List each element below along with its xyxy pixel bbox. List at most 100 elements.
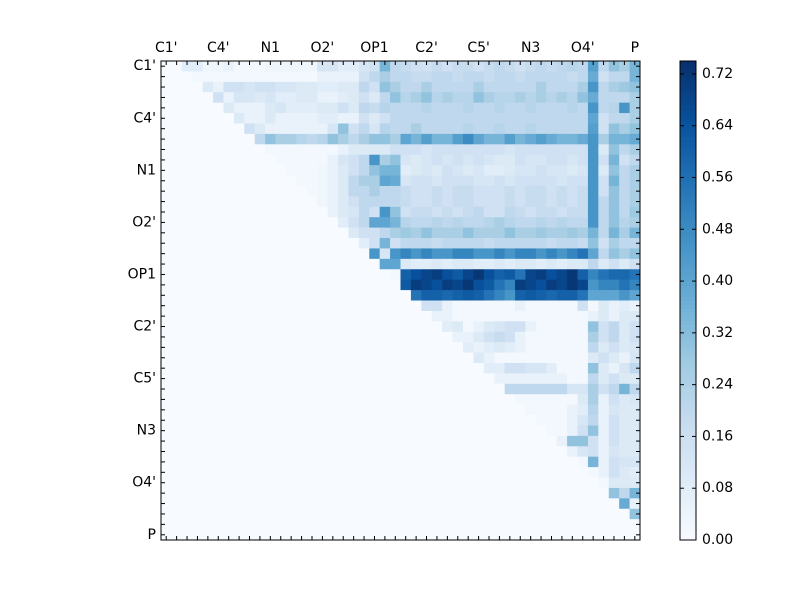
heat-cell [556,92,568,104]
heat-cell [202,352,214,364]
heat-cell [400,467,412,478]
heat-cell [410,529,422,541]
heat-cell [494,71,506,83]
heat-cell [619,71,630,83]
heat-cell [567,102,578,114]
heat-cell [410,394,422,406]
heat-cell [348,300,360,312]
heat-cell [515,217,526,229]
heat-cell [535,383,547,395]
heat-cell [587,290,599,301]
heat-cell [535,519,547,530]
heat-cell [192,81,204,93]
heat-cell [421,196,433,208]
heat-cell [473,92,485,104]
heat-cell [452,71,464,83]
heat-cell [213,394,224,406]
colorbar-swatch [680,424,696,429]
heat-cell [317,435,329,447]
heat-cell [213,185,224,197]
heat-cell [587,404,599,416]
heat-cell [421,269,433,281]
heat-cell [442,133,453,145]
heat-cell [629,227,641,239]
heat-cell [296,508,308,520]
colorbar-swatch [680,472,696,477]
heat-cell [577,415,589,426]
heat-cell [171,342,183,353]
heat-cell [244,467,256,478]
heat-cell [587,217,599,229]
heat-cell [275,196,287,208]
heat-cell [462,196,474,208]
heat-cell [494,206,506,218]
heat-cell [452,133,464,145]
colorbar-swatch [680,100,696,106]
heat-cell [421,477,433,489]
heat-cell [348,71,360,83]
heat-cell [629,81,641,93]
heat-cell [317,248,329,260]
heat-cell [306,269,318,281]
heat-cell [462,71,474,83]
colorbar-swatch [680,344,696,349]
heat-cell [348,352,360,364]
heat-cell [254,144,266,156]
heat-cell [181,477,193,489]
heat-cell [577,81,589,93]
heat-cell [504,248,516,260]
heat-cell [619,279,630,291]
heat-cell [296,258,308,270]
heat-cell [181,498,193,510]
heat-cell [244,321,256,333]
heat-cell [421,394,433,406]
heat-cell [317,498,329,510]
heat-cell [244,248,256,260]
heat-cell [296,102,308,114]
colorbar-swatch [680,316,696,321]
heat-cell [629,519,641,530]
heat-cell [598,508,610,520]
heat-cell [619,373,630,385]
colorbar-swatch [680,61,696,66]
heat-cell [577,435,589,447]
heat-cell [275,415,287,426]
colorbar-swatch [680,216,696,222]
heat-cell [400,206,412,218]
heat-cell [390,331,401,343]
heat-cell [494,456,506,468]
heat-cell [567,342,578,353]
heat-cell [254,300,266,312]
heat-cell [567,300,578,312]
heat-cell [619,113,630,124]
heat-cell [421,508,433,520]
heat-cell [525,206,537,218]
heat-cell [285,123,297,135]
heat-cell [525,404,537,416]
heat-cell [567,269,578,281]
heat-cell [598,217,610,229]
heat-cell [494,269,506,281]
heat-cell [306,102,318,114]
heat-cell [452,300,464,312]
colorbar-swatch [680,496,696,501]
heat-cell [452,185,464,197]
heat-cell [462,467,474,478]
heat-cell [587,227,599,239]
heat-cell [202,238,214,249]
heat-cell [244,300,256,312]
heat-cell [379,185,391,197]
heat-cell [161,61,172,72]
heat-cell [504,113,516,124]
heat-cell [348,217,360,229]
heat-cell [379,258,391,270]
colorbar-swatch [680,108,696,114]
heat-cell [619,165,630,176]
heat-cell [421,248,433,260]
heat-cell [546,217,558,229]
heat-cell [587,415,599,426]
heat-cell [608,279,620,291]
heat-cell [348,123,360,135]
heat-cell [483,227,495,239]
heat-cell [223,352,235,364]
